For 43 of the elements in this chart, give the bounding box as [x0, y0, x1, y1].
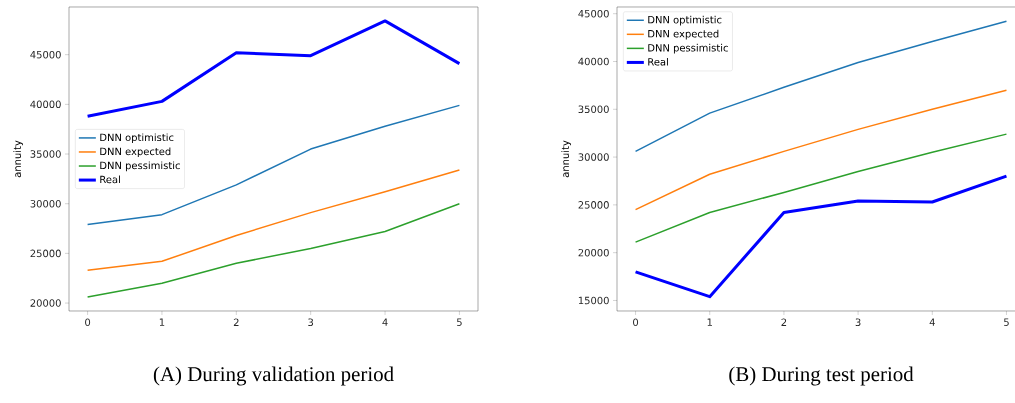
- y-tick-label: 40000: [30, 100, 61, 109]
- y-tick-label: 15000: [578, 296, 609, 305]
- line-series: [634, 133, 1008, 243]
- y-tick-label: 45000: [30, 50, 61, 59]
- legend-label: DNN optimistic: [648, 15, 722, 26]
- y-tick-label: 45000: [578, 9, 609, 18]
- line-series: [86, 202, 461, 298]
- legend-label: DNN expected: [648, 29, 719, 40]
- line-series: [634, 174, 1008, 299]
- x-tick-label: 3: [308, 318, 314, 327]
- x-tick-label: 4: [382, 318, 388, 326]
- x-tick-label: 4: [929, 318, 935, 326]
- x-tick-label: 0: [85, 318, 91, 327]
- x-tick-label: 2: [233, 318, 239, 326]
- line-series: [634, 89, 1008, 211]
- legend-label: Real: [100, 175, 120, 184]
- x-tick-label: 1: [159, 318, 165, 326]
- legend-label: DNN expected: [100, 147, 171, 158]
- y-axis-title: annuity: [561, 140, 571, 178]
- line-series: [86, 19, 461, 118]
- legend-label: Real: [648, 57, 668, 66]
- y-tick-label: 20000: [30, 299, 61, 307]
- legend-label: DNN pessimistic: [100, 161, 180, 172]
- y-tick-label: 30000: [578, 153, 609, 161]
- x-tick-label: 5: [1004, 318, 1009, 326]
- x-tick-label: 1: [707, 318, 712, 326]
- y-tick-label: 35000: [578, 105, 609, 114]
- y-tick-label: 20000: [578, 248, 609, 257]
- x-tick-label: 2: [781, 318, 787, 326]
- y-tick-label: 40000: [578, 57, 609, 66]
- y-axis-title: annuity: [13, 140, 23, 178]
- x-tick-label: 0: [633, 318, 639, 327]
- y-tick-label: 30000: [30, 199, 61, 208]
- y-tick-label: 25000: [30, 249, 61, 258]
- y-tick-label: 25000: [578, 201, 609, 209]
- y-tick-label: 35000: [30, 150, 61, 158]
- legend-label: DNN optimistic: [100, 133, 174, 144]
- text: (B) During test period: [729, 366, 914, 386]
- text: (A) During validation period: [153, 366, 394, 386]
- legend-label: DNN pessimistic: [648, 43, 728, 54]
- line-series: [86, 104, 461, 226]
- x-tick-label: 3: [855, 318, 861, 327]
- x-tick-label: 5: [457, 318, 462, 326]
